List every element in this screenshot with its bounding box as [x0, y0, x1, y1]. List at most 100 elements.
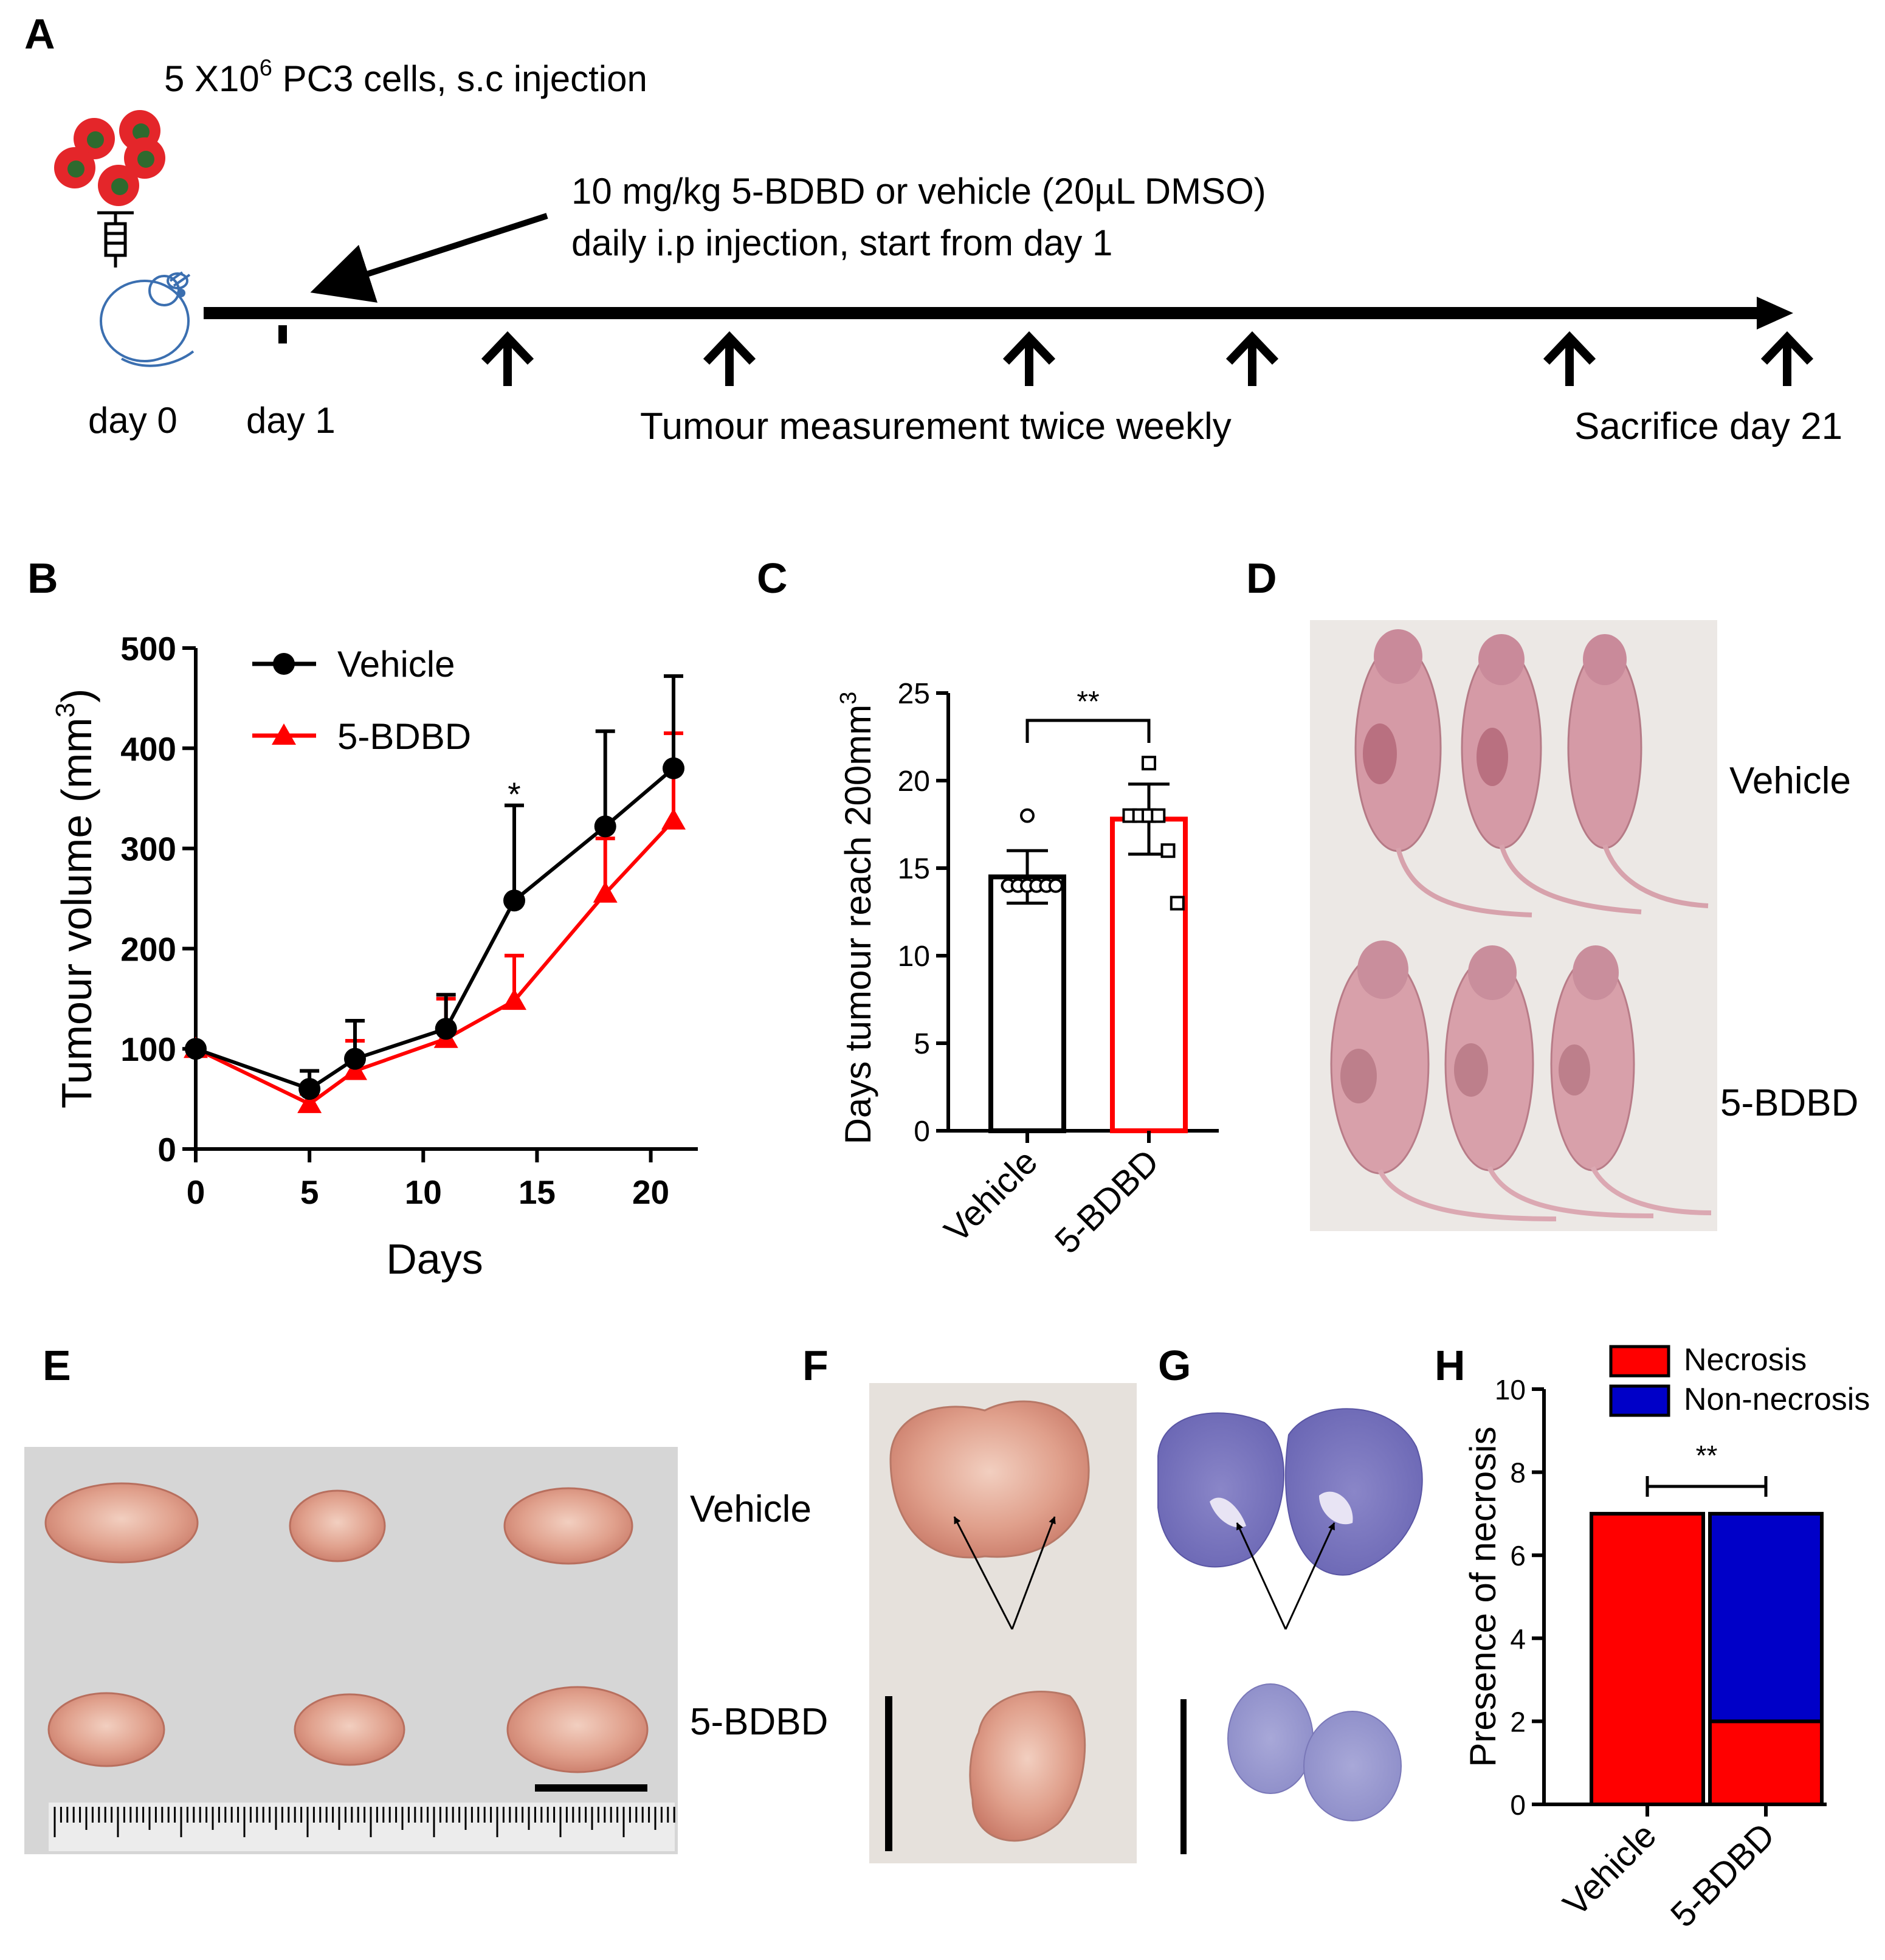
d-vehicle-label: Vehicle — [1729, 760, 1851, 802]
c-bar-vehicle — [988, 874, 1066, 1134]
c-y-tick-label: 5 — [914, 1028, 930, 1060]
panel-letter-e: E — [43, 1342, 71, 1389]
panel-letter-h: H — [1435, 1342, 1466, 1389]
histology-image — [1157, 1408, 1423, 1821]
c-y-axis-label-main: Days tumour reach 200mm — [838, 705, 878, 1145]
panel-f: F — [802, 1342, 1137, 1863]
b-y-tick-label: 300 — [120, 830, 176, 868]
panel-a: A 5 X106 PC3 cells, s.c injection — [24, 10, 1842, 447]
h-legend: Necrosis Non-necrosis — [1609, 1342, 1870, 1417]
b-point-vehicle — [503, 889, 525, 912]
b-y-tick-label: 100 — [120, 1030, 176, 1068]
measurement-arrows — [481, 331, 1814, 386]
panel-d: D — [1246, 554, 1858, 1231]
cells-label-prefix: 5 X10 — [164, 58, 260, 99]
h-significance-label: ** — [1696, 1440, 1718, 1471]
c-y-tick-label: 10 — [898, 940, 930, 973]
c-y-tick-label: 20 — [898, 765, 930, 798]
b-point-vehicle — [594, 815, 616, 838]
measurement-arrow-day-18 — [1543, 331, 1596, 386]
h-x-tick-label: 5-BDBD — [1663, 1815, 1782, 1934]
day1-label: day 1 — [246, 400, 336, 441]
h-y-tick-label: 8 — [1510, 1457, 1526, 1489]
c-bar-bdbd — [1110, 816, 1188, 1133]
b-point-bdbd — [297, 1091, 322, 1113]
h-y-tick-label: 10 — [1495, 1374, 1526, 1406]
b-point-vehicle — [344, 1047, 366, 1070]
b-legend-marker-vehicle — [273, 653, 295, 675]
panel-b: B 0 100 200 300 400 500 0 5 10 15 20 Days Tumour vol… — [27, 554, 698, 1283]
dose-line-1: 10 mg/kg 5-BDBD or vehicle (20µL DMSO) — [571, 171, 1266, 212]
b-point-bdbd — [661, 808, 686, 830]
e-vehicle-label: Vehicle — [690, 1488, 812, 1530]
mice-photo-content — [1330, 629, 1712, 1221]
panel-letter-f: F — [802, 1342, 829, 1389]
measurement-arrow-day-7 — [703, 331, 756, 386]
h-bar-non-necrosis-bdbd — [1708, 1511, 1824, 1724]
b-point-vehicle — [298, 1078, 321, 1100]
cells-label-suffix: PC3 cells, s.c injection — [272, 58, 647, 99]
c-point-vehicle — [1020, 808, 1035, 823]
b-y-axis-label-close: ) — [53, 689, 100, 703]
day0-label: day 0 — [88, 400, 177, 441]
c-x-tick-label: Vehicle — [937, 1142, 1045, 1250]
h-legend-swatch-non-necrosis — [1609, 1384, 1670, 1417]
e-scale-bar — [535, 1784, 647, 1792]
h-x-tick-label: Vehicle — [1556, 1815, 1664, 1924]
h-significance-bracket — [1645, 1476, 1768, 1497]
h-legend-label-non-necrosis: Non-necrosis — [1684, 1382, 1870, 1417]
tumours-photo-content — [44, 1482, 649, 1773]
panel-g: G — [1157, 1342, 1423, 1854]
h-y-tick-label: 6 — [1510, 1540, 1526, 1572]
c-y-axis-label-sup: 3 — [836, 692, 861, 705]
b-x-tick-label: 10 — [405, 1173, 442, 1211]
b-y-axis-label-sup: 3 — [50, 703, 80, 717]
syringe-icon — [97, 211, 134, 267]
b-point-vehicle — [435, 1018, 457, 1040]
measurement-arrow-day-14 — [1225, 331, 1279, 386]
b-y-tick-label: 0 — [157, 1131, 176, 1168]
panel-letter-b: B — [27, 554, 58, 602]
panel-e: E Vehicle 5-BDBD — [24, 1342, 828, 1854]
b-x-tick-label: 20 — [632, 1173, 669, 1211]
b-point-vehicle — [663, 757, 684, 779]
b-point-vehicle — [185, 1038, 207, 1060]
f-scale-bar — [885, 1696, 892, 1851]
panel-c: C 0 5 10 15 20 25 Days tumour reach 200mm3 Vehi… — [757, 554, 1219, 1261]
c-point-bdbd — [1151, 808, 1166, 823]
measurement-arrow-day-5 — [481, 331, 534, 386]
measurement-arrow-day-11 — [1002, 331, 1056, 386]
dose-arrow — [310, 213, 548, 303]
c-significance-label: ** — [1077, 686, 1099, 718]
b-y-tick-label: 400 — [120, 730, 176, 768]
b-legend-marker-bdbd — [272, 723, 296, 745]
b-y-tick-label: 200 — [120, 930, 176, 968]
e-bdbd-label: 5-BDBD — [690, 1701, 828, 1743]
panel-letter-c: C — [757, 554, 788, 602]
b-y-tick-label: 500 — [120, 630, 176, 668]
measurement-label: Tumour measurement twice weekly — [640, 405, 1232, 447]
dose-line-2: daily i.p injection, start from day 1 — [571, 223, 1112, 263]
c-y-axis-label: Days tumour reach 200mm3 — [836, 692, 878, 1145]
b-legend-label-vehicle: Vehicle — [337, 644, 455, 685]
panel-h: H 0 2 4 6 8 10 Presence of necrosis Vehicle5-BD… — [1435, 1342, 1870, 1935]
c-point-vehicle — [1048, 878, 1063, 893]
c-point-bdbd — [1170, 895, 1185, 911]
c-significance-bracket — [1025, 719, 1151, 743]
mouse-icon — [100, 271, 195, 367]
g-scale-bar — [1180, 1699, 1187, 1854]
chart-h: 0 2 4 6 8 10 Presence of necrosis Vehicle5-BDBD… — [1463, 1342, 1870, 1935]
c-point-bdbd — [1160, 843, 1176, 858]
chart-c: 0 5 10 15 20 25 Days tumour reach 200mm3 Vehicl… — [836, 678, 1219, 1261]
measurement-arrow-day-21 — [1760, 331, 1814, 386]
h-y-tick-label: 0 — [1510, 1789, 1526, 1821]
h-bar-necrosis-vehicle — [1590, 1511, 1705, 1806]
b-series-line-bdbd — [195, 819, 675, 1106]
tumour-section-photo-content — [889, 1400, 1090, 1842]
b-y-axis-label-main: Tumour volume (mm — [53, 717, 100, 1108]
b-x-tick-label: 15 — [519, 1173, 556, 1211]
panel-letter-a: A — [24, 10, 55, 58]
h-legend-label-necrosis: Necrosis — [1684, 1342, 1807, 1378]
b-significance-star: * — [508, 775, 520, 813]
